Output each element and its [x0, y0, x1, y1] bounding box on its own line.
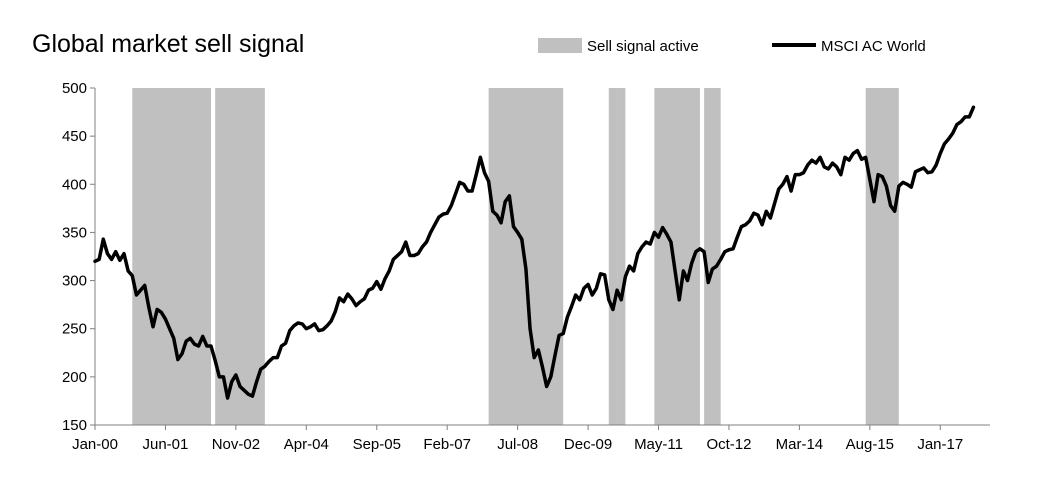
legend-label-msci: MSCI AC World [821, 38, 926, 55]
x-tick-label: May-11 [634, 436, 683, 453]
x-tick-labels: Jan-00 Jun-01 Nov-02 Apr-04 Sep-05 Feb-07 Jul-… [72, 436, 963, 453]
x-tick-label: Feb-07 [423, 436, 471, 453]
series-line-msci-ac-world [93, 105, 976, 400]
x-tick-label: Jan-00 [72, 436, 118, 453]
y-tick-label: 450 [62, 128, 87, 145]
chart-title: Global market sell signal [32, 30, 304, 58]
legend-swatch-sell-signal [538, 38, 582, 53]
x-tick-label: Apr-04 [284, 436, 329, 453]
x-tick-label: Jan-17 [917, 436, 963, 453]
y-tick-label: 300 [62, 273, 87, 290]
y-tick-label: 500 [62, 80, 87, 97]
legend: Sell signal active MSCI AC World [538, 38, 926, 55]
sell-signal-band-8 [865, 88, 874, 425]
sell-signal-band-4 [608, 88, 618, 425]
sell-signal-band-2 [215, 88, 265, 425]
x-tick-label: Mar-14 [776, 436, 824, 453]
x-tick-label: Dec-09 [564, 436, 612, 453]
x-tick-label: Oct-12 [706, 436, 751, 453]
sell-signal-band-9 [873, 88, 899, 425]
x-tick-label: Jun-01 [143, 436, 189, 453]
sell-signal-bands [132, 88, 899, 425]
x-tick-label: Sep-05 [353, 436, 401, 453]
x-tick-label: Aug-15 [846, 436, 894, 453]
x-tick-label: Nov-02 [212, 436, 260, 453]
y-tick-label: 400 [62, 176, 87, 193]
y-tick-label: 350 [62, 224, 87, 241]
y-tick-label: 250 [62, 321, 87, 338]
sell-signal-band-7 [704, 88, 721, 425]
legend-label-sell-signal: Sell signal active [587, 38, 699, 55]
sell-signal-band-5 [617, 88, 626, 425]
sell-signal-band-1 [132, 88, 212, 425]
y-tick-labels: 150 200 250 300 350 400 450 500 [62, 80, 87, 434]
y-tick-label: 150 [62, 417, 87, 434]
y-tick-label: 200 [62, 369, 87, 386]
x-tick-label: Jul-08 [497, 436, 538, 453]
axes [90, 87, 990, 430]
